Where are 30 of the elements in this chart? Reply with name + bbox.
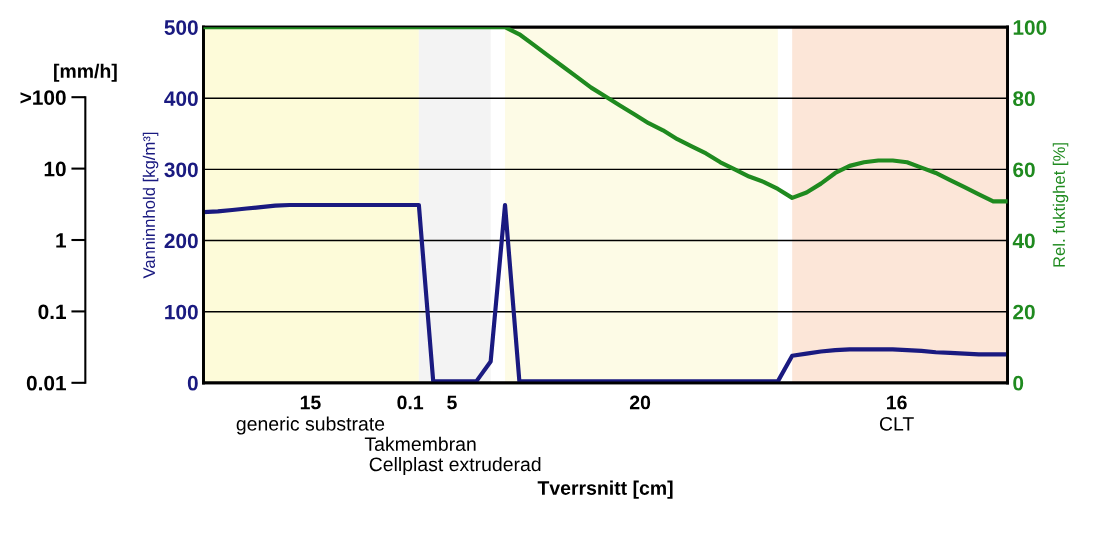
y-tick-label: 100 [165,304,198,320]
y3-axis-title: [mm/h] [54,63,117,82]
text: 5 [447,395,457,410]
y-tick-label: 500 [164,20,198,35]
y2-tick-label: 40 [1012,233,1035,249]
y2-tick-label: 0 [1013,375,1024,391]
text: generic substrate [236,416,385,435]
text: CLT [879,416,914,431]
y2-axis-title: Rel. fuktighet [%] [1052,143,1069,267]
y3-tick-label: 0.01 [26,375,67,391]
y3-tick-label: 10 [44,161,66,177]
x-axis-title: Tverrsnitt [cm] [537,480,673,499]
y-tick-label: 400 [164,91,198,107]
y3-tick-label: >100 [20,90,66,105]
y3-tick-label: 0.1 [38,304,66,320]
y-tick-label: 0 [187,375,198,391]
y3-tick-label: 1 [56,233,66,248]
text: Takmembran [364,436,476,451]
y2-tick-label: 100 [1013,20,1047,35]
text: 15 [300,395,321,410]
y2-tick-label: 20 [1013,304,1035,320]
text: 16 [887,395,907,410]
y2-tick-label: 80 [1013,91,1035,107]
text: Cellplast extruderad [369,456,541,476]
y2-tick-label: 60 [1013,162,1035,178]
text: 0.1 [397,395,424,410]
text: 20 [629,395,651,410]
y-axis-title: Vanninnhold [kg/m³] [142,132,159,279]
y-tick-label: 300 [164,162,198,178]
y-tick-label: 200 [164,233,198,249]
